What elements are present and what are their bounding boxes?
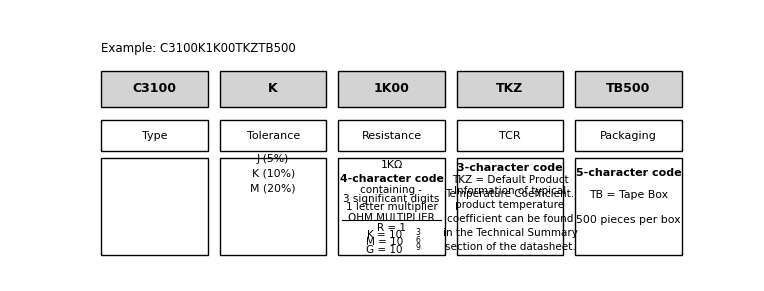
Text: Example: C3100K1K00TKZTB500: Example: C3100K1K00TKZTB500	[102, 42, 296, 55]
Text: 500 pieces per box: 500 pieces per box	[576, 215, 681, 225]
Text: Tolerance: Tolerance	[247, 131, 299, 141]
Text: 3 significant digits: 3 significant digits	[343, 194, 440, 204]
FancyBboxPatch shape	[338, 158, 445, 255]
Text: 3: 3	[415, 228, 420, 237]
FancyBboxPatch shape	[457, 71, 563, 107]
FancyBboxPatch shape	[575, 71, 681, 107]
FancyBboxPatch shape	[338, 120, 445, 151]
FancyBboxPatch shape	[220, 120, 326, 151]
Text: M = 10: M = 10	[366, 237, 403, 247]
Text: 1 letter multiplier: 1 letter multiplier	[345, 203, 438, 212]
Text: C3100: C3100	[133, 82, 176, 95]
Text: TB = Tape Box: TB = Tape Box	[589, 190, 668, 200]
FancyBboxPatch shape	[457, 120, 563, 151]
FancyBboxPatch shape	[457, 158, 563, 255]
Text: TKZ: TKZ	[497, 82, 523, 95]
Text: 1KΩ: 1KΩ	[380, 160, 403, 170]
Text: J (5%)
K (10%)
M (20%): J (5%) K (10%) M (20%)	[251, 154, 296, 194]
Text: K: K	[268, 82, 278, 95]
Text: Type: Type	[142, 131, 167, 141]
FancyBboxPatch shape	[102, 120, 208, 151]
Text: OHM MULTIPLIER: OHM MULTIPLIER	[348, 212, 435, 223]
Text: 4-character code: 4-character code	[340, 174, 443, 184]
Text: 3-character code: 3-character code	[457, 163, 563, 173]
FancyBboxPatch shape	[220, 158, 326, 255]
FancyBboxPatch shape	[575, 158, 681, 255]
Text: Packaging: Packaging	[600, 131, 657, 141]
Text: TCR: TCR	[499, 131, 521, 141]
Text: Information of typical
product temperature
coefficient can be found
in the Techn: Information of typical product temperatu…	[442, 186, 578, 252]
FancyBboxPatch shape	[220, 71, 326, 107]
Text: 6: 6	[415, 236, 420, 245]
Text: Resistance: Resistance	[361, 131, 422, 141]
FancyBboxPatch shape	[102, 158, 208, 255]
FancyBboxPatch shape	[102, 71, 208, 107]
Text: TKZ = Default Product
Temperature Coefficient.: TKZ = Default Product Temperature Coeffi…	[445, 175, 575, 199]
Text: 9: 9	[415, 243, 420, 252]
Text: 1K00: 1K00	[374, 82, 410, 95]
FancyBboxPatch shape	[575, 120, 681, 151]
FancyBboxPatch shape	[338, 71, 445, 107]
Text: K = 10: K = 10	[367, 230, 402, 240]
Text: G = 10: G = 10	[366, 245, 403, 255]
Text: R = 1: R = 1	[377, 223, 406, 233]
Text: TB500: TB500	[606, 82, 651, 95]
Text: containing -: containing -	[361, 185, 422, 195]
Text: 5-character code: 5-character code	[575, 168, 681, 178]
